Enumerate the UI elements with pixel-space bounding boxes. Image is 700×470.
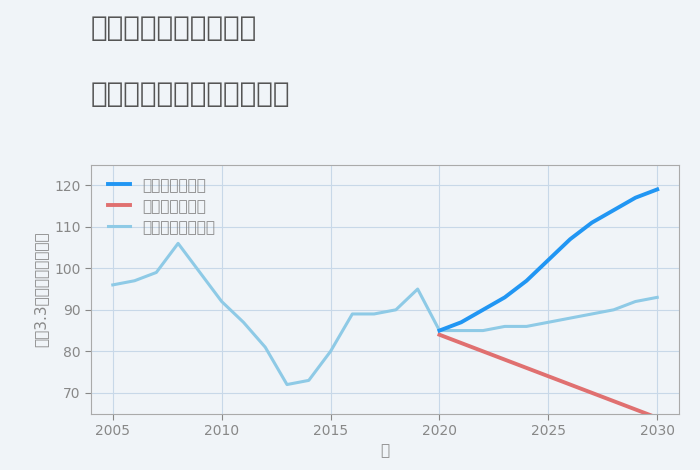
X-axis label: 年: 年 xyxy=(380,444,390,459)
Y-axis label: 坪（3.3㎡）単価（万円）: 坪（3.3㎡）単価（万円） xyxy=(34,231,48,347)
ノーマルシナリオ xyxy=(522,323,531,329)
バッドシナリオ xyxy=(457,340,466,346)
ノーマルシナリオ xyxy=(610,307,618,313)
バッドシナリオ xyxy=(610,398,618,404)
ノーマルシナリオ xyxy=(544,320,552,325)
ノーマルシナリオ xyxy=(479,328,487,333)
バッドシナリオ xyxy=(522,365,531,371)
グッドシナリオ xyxy=(653,187,662,192)
Line: バッドシナリオ: バッドシナリオ xyxy=(440,335,657,418)
ノーマルシナリオ xyxy=(500,323,509,329)
バッドシナリオ xyxy=(588,390,596,396)
バッドシナリオ xyxy=(566,382,574,387)
グッドシナリオ xyxy=(435,328,444,333)
バッドシナリオ xyxy=(435,332,444,337)
Line: ノーマルシナリオ: ノーマルシナリオ xyxy=(440,298,657,330)
グッドシナリオ xyxy=(457,320,466,325)
ノーマルシナリオ xyxy=(457,328,466,333)
グッドシナリオ xyxy=(588,220,596,226)
ノーマルシナリオ xyxy=(435,328,444,333)
グッドシナリオ xyxy=(610,207,618,213)
グッドシナリオ xyxy=(500,295,509,300)
バッドシナリオ xyxy=(653,415,662,421)
Text: 中古マンションの価格推移: 中古マンションの価格推移 xyxy=(91,80,290,108)
Text: 愛知県常滑市西阿野の: 愛知県常滑市西阿野の xyxy=(91,14,258,42)
Legend: グッドシナリオ, バッドシナリオ, ノーマルシナリオ: グッドシナリオ, バッドシナリオ, ノーマルシナリオ xyxy=(104,175,219,238)
バッドシナリオ xyxy=(631,407,640,412)
グッドシナリオ xyxy=(631,195,640,201)
ノーマルシナリオ xyxy=(588,311,596,317)
グッドシナリオ xyxy=(544,257,552,263)
グッドシナリオ xyxy=(522,278,531,283)
Line: グッドシナリオ: グッドシナリオ xyxy=(440,189,657,330)
バッドシナリオ xyxy=(479,348,487,354)
ノーマルシナリオ xyxy=(566,315,574,321)
バッドシナリオ xyxy=(544,373,552,379)
バッドシナリオ xyxy=(500,357,509,362)
ノーマルシナリオ xyxy=(631,299,640,305)
ノーマルシナリオ xyxy=(653,295,662,300)
グッドシナリオ xyxy=(566,236,574,242)
グッドシナリオ xyxy=(479,307,487,313)
